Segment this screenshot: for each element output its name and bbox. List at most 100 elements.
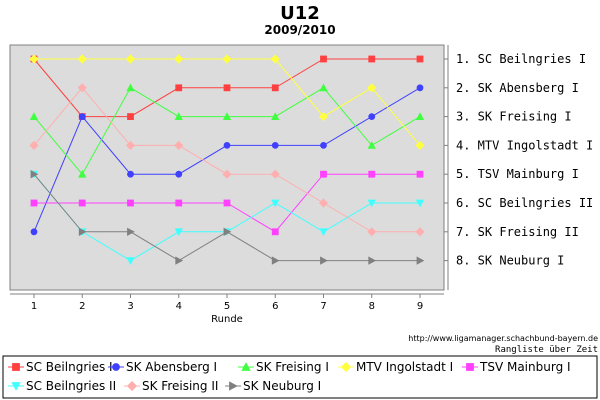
data-point	[270, 169, 280, 179]
data-point	[127, 199, 134, 207]
data-point	[77, 83, 87, 93]
data-point	[415, 112, 425, 120]
rank-label: 1. SC Beilngries I	[456, 52, 586, 66]
data-point	[416, 256, 425, 265]
x-tick-label: 8	[369, 301, 375, 312]
rank-label: 5. TSV Mainburg I	[456, 167, 579, 181]
data-point	[78, 199, 86, 207]
x-tick-label: 9	[417, 301, 423, 312]
data-point	[175, 256, 184, 265]
series-tsv-mainburg-i	[30, 170, 424, 236]
data-point	[367, 227, 377, 237]
data-point	[368, 113, 376, 120]
series-sk-freising-ii	[29, 83, 425, 237]
x-tick-label: 1	[31, 301, 37, 312]
data-point	[416, 55, 424, 63]
data-point	[222, 112, 232, 120]
data-point	[223, 227, 232, 236]
data-point	[174, 54, 184, 64]
data-point	[271, 141, 279, 149]
data-point	[175, 170, 183, 178]
data-point	[78, 169, 87, 178]
data-point	[126, 257, 135, 265]
legend-marker	[126, 380, 138, 392]
legend: SC Beilngries I SK Abensberg I SK Freising…	[8, 360, 571, 393]
data-point	[127, 227, 135, 236]
data-point	[175, 199, 183, 207]
x-tick-label: 3	[127, 301, 133, 312]
rank-label: 3. SK Freising I	[456, 110, 572, 124]
legend-marker	[12, 363, 20, 371]
data-point	[223, 141, 231, 149]
data-point	[77, 54, 87, 64]
data-point	[367, 199, 376, 208]
x-tick-label: 2	[79, 301, 85, 312]
x-tick-label: 4	[176, 301, 182, 312]
data-point	[29, 112, 39, 120]
legend-marker	[241, 362, 251, 371]
data-point	[318, 112, 329, 122]
data-point	[271, 228, 279, 236]
data-point	[368, 170, 376, 178]
rank-label: 4. MTV Ingolstadt I	[456, 138, 593, 152]
data-point	[271, 112, 280, 120]
data-point	[320, 141, 327, 149]
legend-label: SK Neuburg I	[243, 379, 321, 393]
legend-marker	[11, 382, 21, 391]
data-point	[222, 54, 232, 64]
x-tick-label: 6	[272, 301, 278, 312]
data-point	[222, 169, 232, 179]
legend-marker	[340, 361, 352, 373]
legend-label: SC Beilngries I	[26, 360, 113, 374]
legend-label: SK Abensberg I	[126, 360, 217, 374]
x-axis: 1 2 3 4 5 6 7 8 9	[10, 293, 444, 312]
legend-item: SC Beilngries II	[8, 379, 116, 393]
legend-label: TSV Mainburg I	[479, 360, 571, 374]
data-point	[29, 140, 39, 150]
data-point	[223, 199, 231, 207]
data-point	[30, 228, 38, 236]
data-point	[415, 227, 425, 237]
y-axis	[444, 45, 449, 290]
data-point	[127, 113, 134, 120]
data-point	[416, 170, 424, 178]
legend-item: SK Abensberg I	[108, 360, 217, 374]
legend-item: MTV Ingolstadt I	[338, 360, 453, 374]
data-point	[125, 54, 136, 64]
data-point	[368, 55, 376, 63]
chart-title: U12	[280, 3, 320, 24]
series-layer	[29, 54, 425, 265]
data-point	[270, 54, 280, 64]
footer-note: Rangliste über Zeit	[495, 345, 598, 355]
legend-label: MTV Ingolstadt I	[356, 360, 453, 374]
data-point	[319, 83, 328, 92]
chart-subtitle: 2009/2010	[264, 23, 335, 37]
data-point	[415, 199, 425, 208]
data-point	[415, 140, 425, 150]
data-point	[174, 228, 183, 237]
data-point	[271, 256, 280, 265]
legend-marker	[229, 381, 238, 391]
data-point	[416, 84, 424, 92]
rank-label: 8. SK Neuburg I	[456, 254, 564, 268]
data-point	[223, 84, 231, 92]
data-point	[319, 228, 328, 237]
data-point	[318, 198, 329, 208]
data-point	[320, 256, 328, 265]
data-point	[78, 113, 86, 120]
legend-label: SK Freising I	[256, 360, 329, 374]
legend-marker	[112, 363, 120, 371]
legend-item: TSV Mainburg I	[462, 360, 571, 374]
rank-label: 6. SC Beilngries II	[456, 196, 593, 210]
data-point	[126, 83, 135, 92]
legend-item: SK Freising I	[238, 360, 329, 374]
rank-label: 7. SK Freising II	[456, 225, 579, 239]
data-point	[320, 55, 327, 63]
plot-area	[9, 44, 445, 291]
legend-item: SK Neuburg I	[225, 379, 321, 393]
legend-item: SK Freising II	[124, 379, 218, 393]
data-point	[125, 140, 136, 150]
data-point	[320, 170, 327, 178]
data-point	[30, 199, 38, 207]
x-tick-label: 7	[320, 301, 326, 312]
